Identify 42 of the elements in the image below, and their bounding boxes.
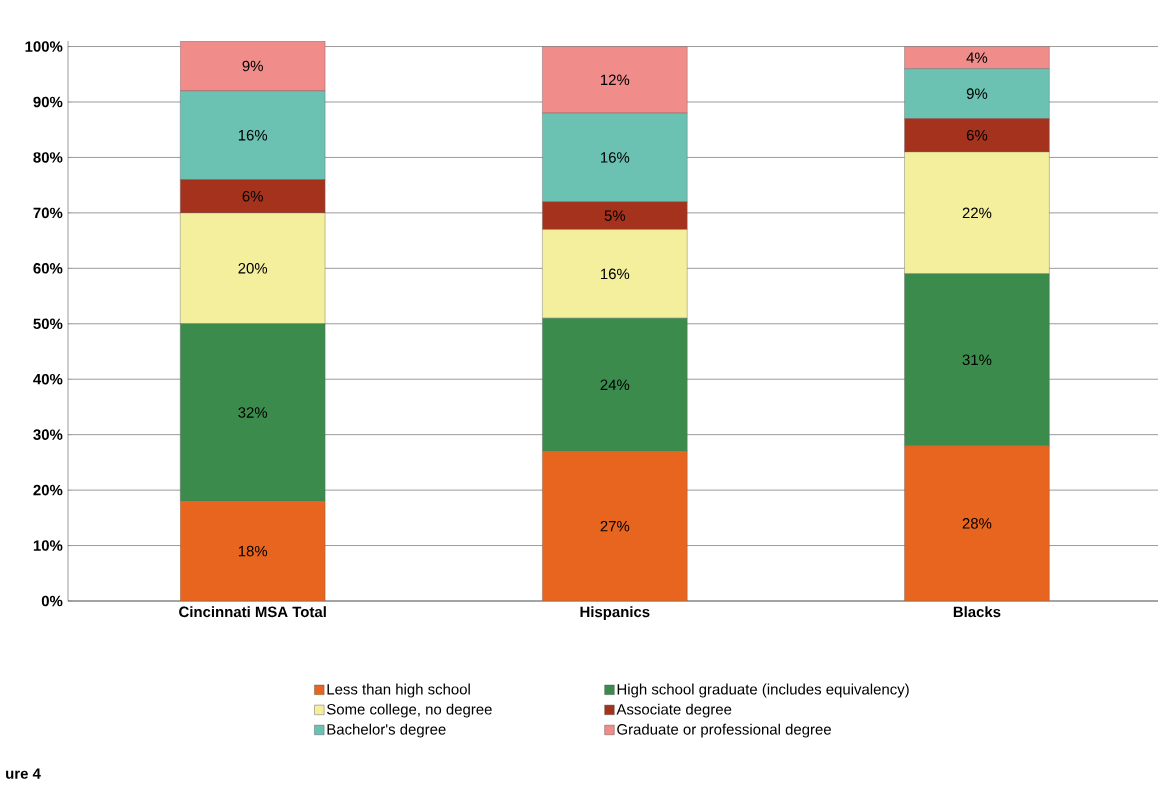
data-label: 28%	[962, 518, 992, 529]
data-label: 18%	[238, 545, 268, 557]
data-label: 20%	[238, 263, 268, 274]
data-label: 6%	[242, 190, 263, 202]
x-tick-label: Hispanics	[580, 606, 650, 621]
data-label: 27%	[600, 520, 630, 532]
data-label: 4%	[966, 52, 988, 63]
y-tick-label: 50%	[33, 318, 63, 330]
legend-label: Bachelor's degree	[327, 723, 446, 738]
y-tick-label: 90%	[33, 96, 63, 108]
y-tick-label: 10%	[33, 540, 63, 551]
y-tick-label: 30%	[33, 429, 63, 440]
y-tick-label: 100%	[25, 41, 63, 52]
legend-label: Associate degree	[616, 703, 732, 718]
data-label: 6%	[966, 129, 988, 141]
y-tick-label: 20%	[33, 484, 63, 496]
data-label: 31%	[962, 354, 992, 366]
y-tick-label: 40%	[33, 373, 63, 385]
data-label: 24%	[600, 379, 630, 391]
legend-label: Graduate or professional degree	[617, 723, 831, 738]
legend-label: Some college, no degree	[326, 703, 492, 718]
data-label: 16%	[601, 268, 630, 280]
bar	[542, 451, 688, 601]
y-tick-label: 70%	[33, 207, 63, 219]
x-tick-label: Cincinnati MSA Total	[179, 606, 326, 618]
y-tick-label: 60%	[33, 263, 63, 274]
legend-label: Less than high school	[327, 683, 470, 698]
data-label: 9%	[242, 60, 263, 72]
data-label: 12%	[601, 74, 630, 86]
x-tick-label: Blacks	[953, 606, 1001, 618]
legend-label: High school graduate (includes equivalency)	[617, 683, 909, 698]
data-label: 16%	[238, 129, 268, 141]
bar	[180, 501, 326, 601]
data-label: 32%	[238, 407, 268, 418]
data-label: 16%	[601, 152, 630, 163]
y-tick-label: 0%	[41, 595, 63, 607]
data-label: 22%	[962, 207, 992, 219]
bar	[904, 445, 1050, 601]
data-label: 5%	[604, 210, 626, 221]
y-tick-label: 80%	[33, 152, 63, 163]
text: ure 4	[6, 768, 41, 779]
data-label: 9%	[966, 88, 988, 99]
